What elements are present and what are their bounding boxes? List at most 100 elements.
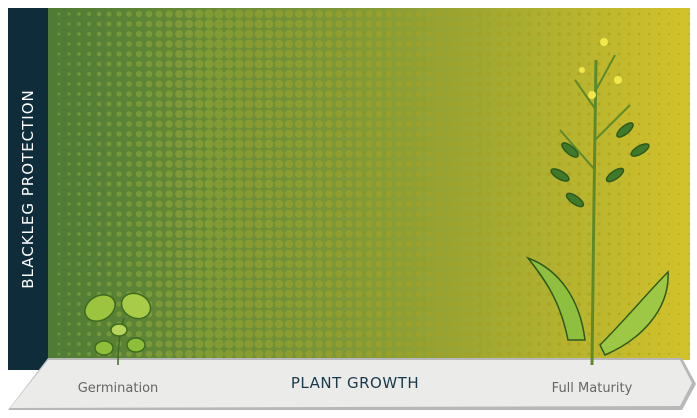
dot	[597, 52, 601, 56]
dot	[466, 291, 472, 297]
dot	[657, 82, 661, 86]
dot	[284, 319, 294, 329]
dot	[304, 189, 314, 199]
dot	[155, 70, 163, 78]
dot	[345, 300, 353, 308]
dot	[405, 350, 413, 358]
dot	[315, 40, 323, 48]
dot	[466, 101, 472, 107]
dot	[96, 231, 102, 237]
dot	[678, 23, 680, 25]
dot	[627, 262, 631, 266]
dot	[536, 31, 542, 37]
dot	[678, 343, 680, 345]
dot	[657, 252, 661, 256]
dot	[446, 241, 452, 247]
dot	[96, 201, 102, 207]
dot	[126, 201, 132, 207]
dot	[607, 82, 611, 86]
dot	[577, 72, 581, 76]
dot	[294, 349, 304, 359]
dot	[315, 120, 323, 128]
dot	[284, 279, 294, 289]
dot	[536, 71, 542, 77]
dot	[546, 11, 552, 17]
dot	[294, 79, 304, 89]
dot	[536, 301, 542, 307]
dot	[304, 149, 314, 159]
dot	[264, 269, 274, 279]
dot	[135, 220, 143, 228]
dot	[365, 350, 373, 358]
dot	[155, 170, 163, 178]
dot	[405, 70, 413, 78]
dot	[57, 112, 61, 116]
dot	[304, 79, 314, 89]
dot	[365, 300, 373, 308]
dot	[405, 40, 413, 48]
dot	[546, 51, 552, 57]
dot	[57, 212, 61, 216]
dot	[214, 329, 224, 339]
dot	[165, 110, 173, 118]
dot	[385, 110, 393, 118]
dot	[116, 161, 122, 167]
dot	[446, 101, 452, 107]
dot	[678, 43, 680, 45]
dot	[506, 101, 512, 107]
dot	[516, 201, 522, 207]
dot	[335, 220, 343, 228]
dot	[415, 280, 423, 288]
dot	[214, 19, 224, 29]
dot	[234, 299, 244, 309]
dot	[96, 81, 102, 87]
dot	[557, 252, 561, 256]
dot	[234, 289, 244, 299]
dot	[155, 330, 163, 338]
dot	[335, 30, 343, 38]
dot	[425, 100, 433, 108]
dot	[345, 340, 353, 348]
dot	[274, 239, 284, 249]
dot	[667, 132, 671, 136]
dot	[617, 312, 621, 316]
dot	[86, 281, 92, 287]
dot	[647, 52, 651, 56]
dot	[126, 231, 132, 237]
dot	[587, 42, 591, 46]
dot	[254, 19, 264, 29]
dot	[688, 233, 690, 235]
dot	[627, 242, 631, 246]
dot	[284, 249, 294, 259]
dot	[145, 150, 153, 158]
dot	[577, 42, 581, 46]
dot	[486, 211, 492, 217]
dot	[557, 192, 561, 196]
dot	[224, 89, 234, 99]
dot	[355, 190, 363, 198]
dot	[546, 231, 552, 237]
dot	[405, 340, 413, 348]
dot	[536, 81, 542, 87]
dot	[244, 89, 254, 99]
dot	[284, 199, 294, 209]
dot	[254, 79, 264, 89]
dot	[355, 330, 363, 338]
dot	[345, 20, 353, 28]
dot	[506, 241, 512, 247]
dot	[466, 91, 472, 97]
dot	[526, 271, 532, 277]
dot	[597, 62, 601, 66]
dot	[486, 41, 492, 47]
dot	[506, 151, 512, 157]
dot	[224, 259, 234, 269]
dot	[667, 12, 671, 16]
dot	[224, 209, 234, 219]
dot	[335, 200, 343, 208]
dot	[244, 189, 254, 199]
dot	[254, 189, 264, 199]
dot	[106, 321, 112, 327]
dot	[395, 350, 403, 358]
dot	[506, 311, 512, 317]
dot	[607, 272, 611, 276]
